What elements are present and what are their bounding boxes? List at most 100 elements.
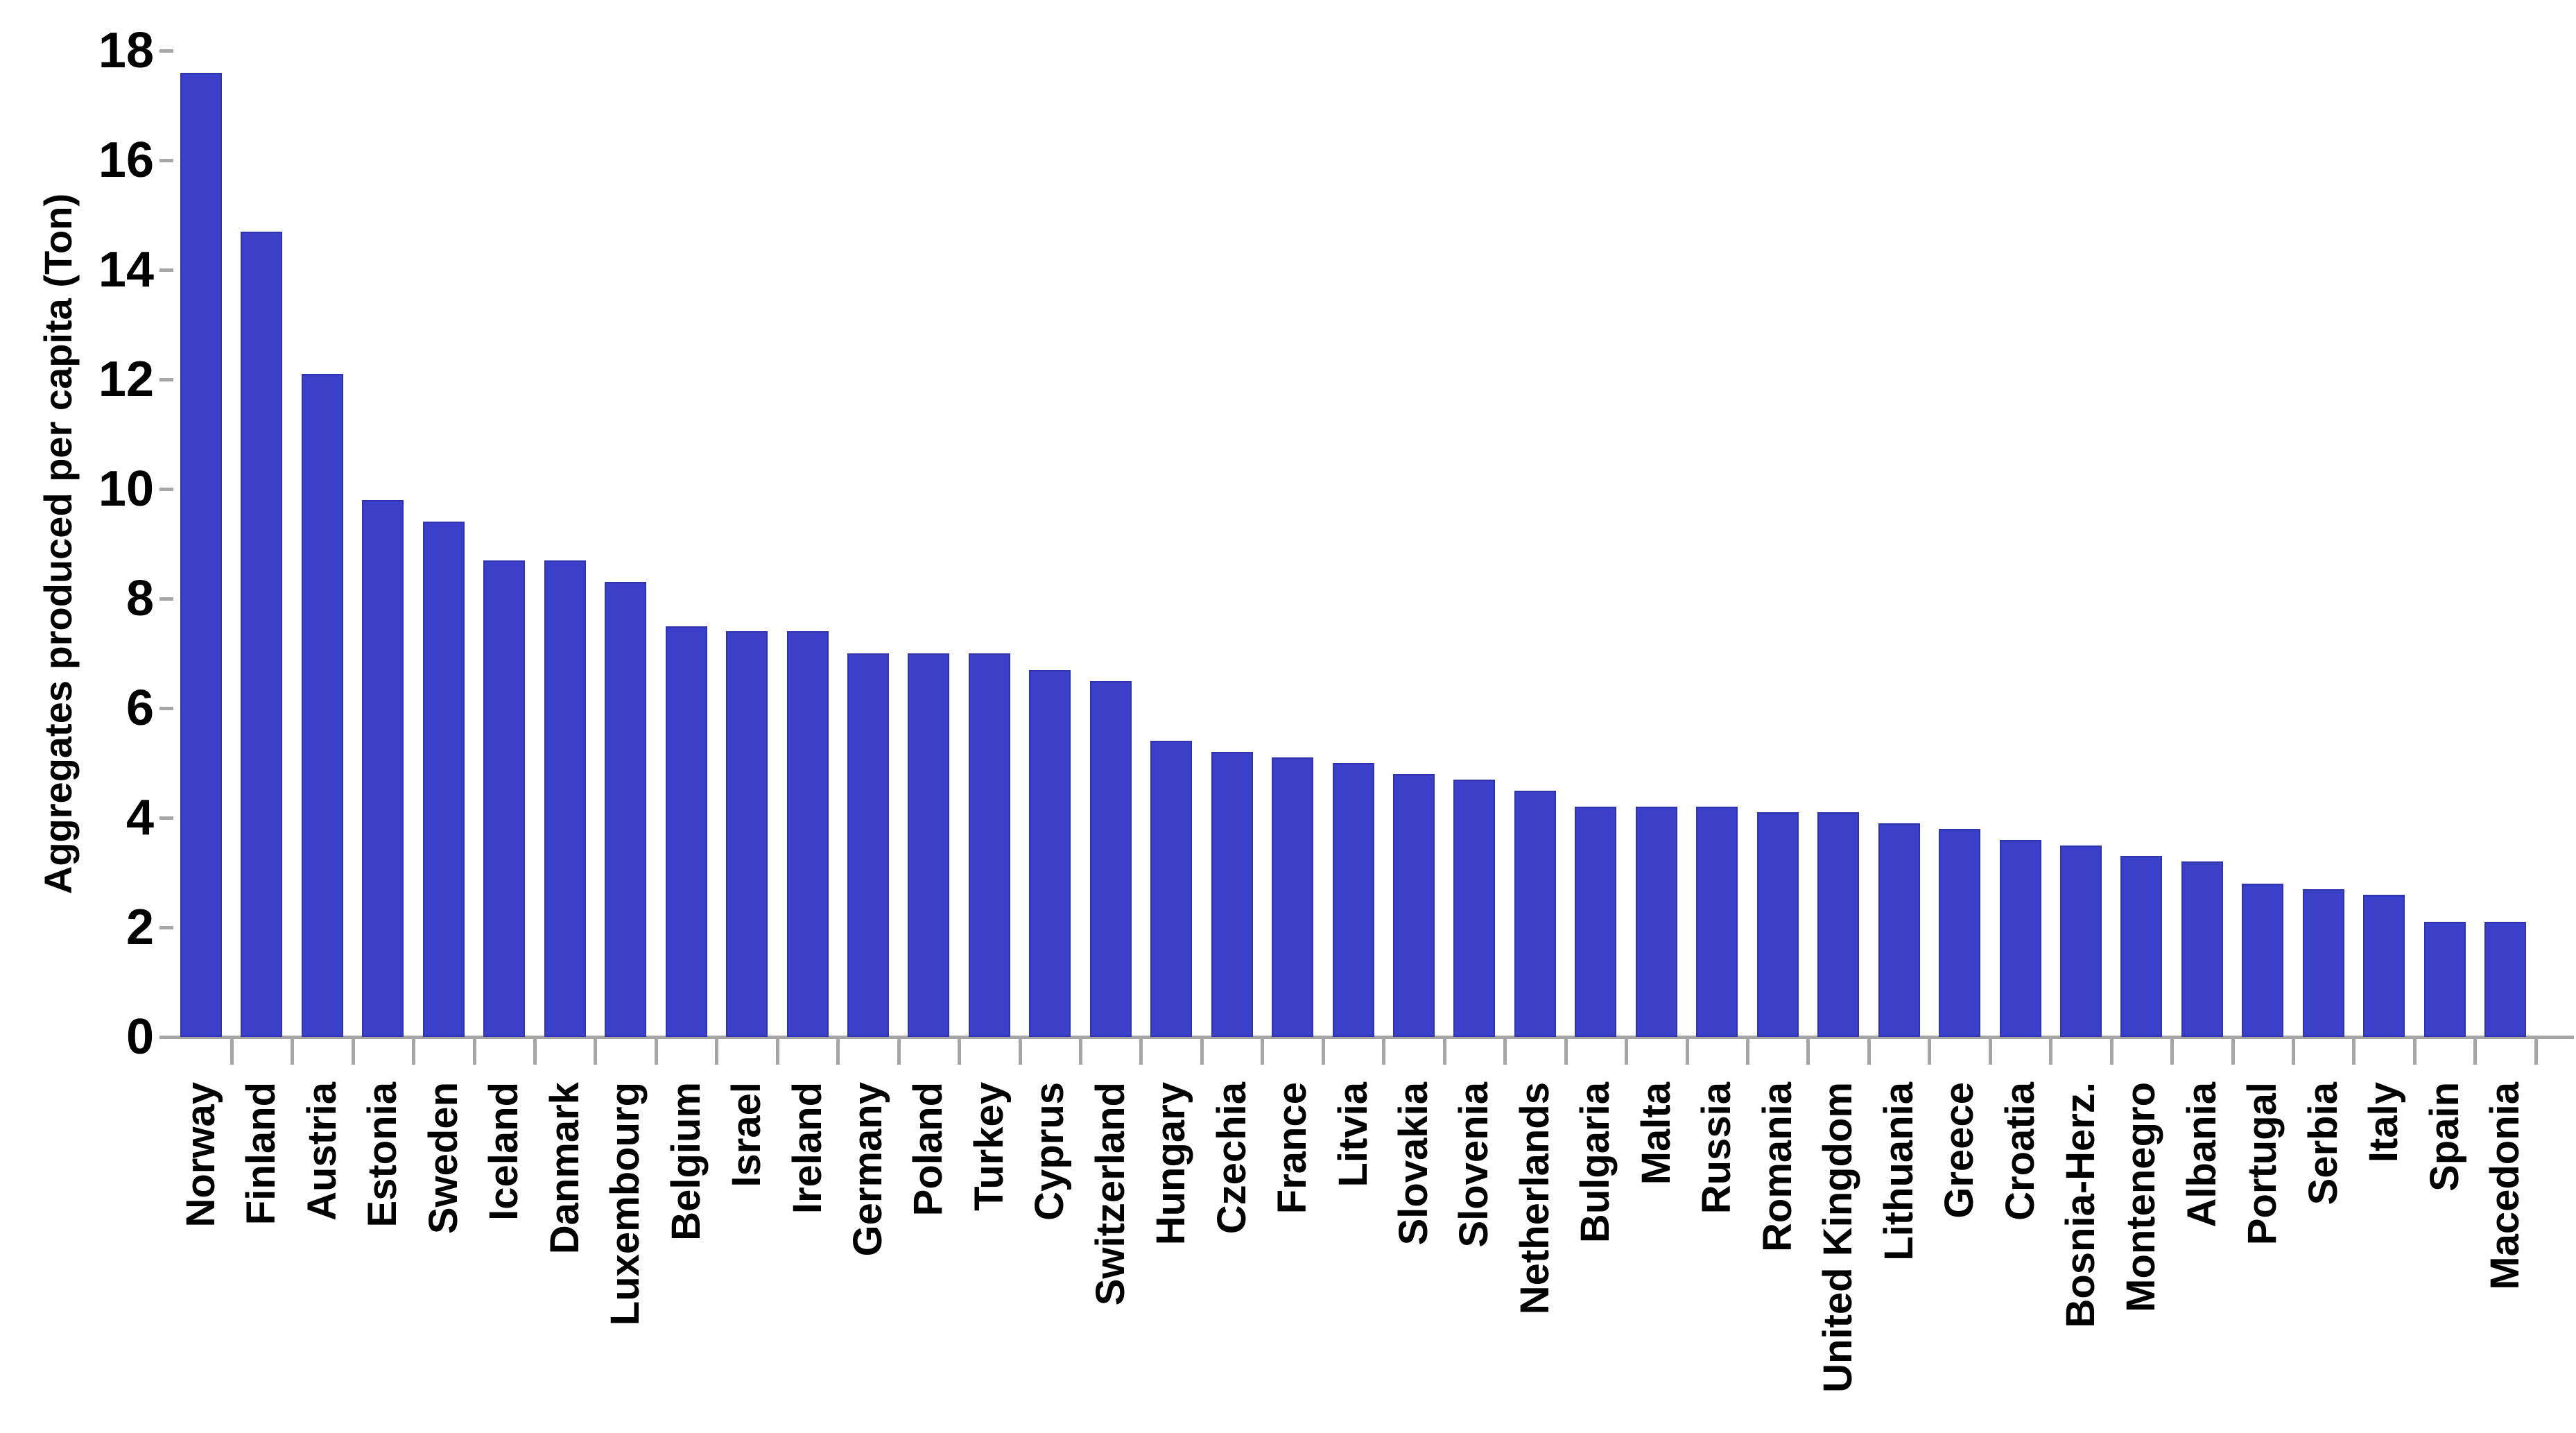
x-tick-mark xyxy=(1018,1038,1022,1065)
bar-danmark xyxy=(544,560,586,1037)
x-tick-mark xyxy=(1564,1038,1568,1065)
x-tick-mark xyxy=(1503,1038,1507,1065)
y-tick-label: 4 xyxy=(126,790,154,846)
x-tick-mark xyxy=(1867,1038,1871,1065)
x-tick-mark xyxy=(2473,1038,2478,1065)
y-tick-label: 0 xyxy=(126,1009,154,1065)
y-tick-mark xyxy=(159,816,173,820)
x-tick-mark xyxy=(715,1038,719,1065)
x-tick-mark xyxy=(2534,1038,2538,1065)
x-tick-mark xyxy=(594,1038,598,1065)
x-tick-label: Cyprus xyxy=(1027,1082,1073,1221)
x-tick-label: Ireland xyxy=(784,1082,830,1215)
x-tick-label: Belgium xyxy=(663,1082,709,1241)
x-tick-label: Hungary xyxy=(1148,1082,1194,1246)
x-tick-mark xyxy=(1139,1038,1143,1065)
x-tick-mark xyxy=(533,1038,537,1065)
bar-malta xyxy=(1635,807,1677,1037)
x-tick-label: Iceland xyxy=(481,1082,527,1221)
x-tick-label: Montenegro xyxy=(2118,1082,2164,1312)
bar-finland xyxy=(241,231,283,1037)
bar-serbia xyxy=(2302,889,2344,1037)
bar-sweden xyxy=(422,522,465,1037)
bar-norway xyxy=(180,72,222,1037)
bar-hungary xyxy=(1150,741,1193,1037)
x-tick-mark xyxy=(291,1038,295,1065)
y-tick-mark xyxy=(159,597,173,601)
x-tick-label: Malta xyxy=(1633,1082,1679,1185)
x-tick-mark xyxy=(1806,1038,1810,1065)
bar-luxembourg xyxy=(605,582,647,1037)
bar-slovenia xyxy=(1453,779,1496,1037)
x-tick-label: Israel xyxy=(724,1082,770,1187)
x-tick-label: Poland xyxy=(906,1082,951,1217)
x-tick-label: Slovenia xyxy=(1451,1082,1497,1248)
x-tick-label: Norway xyxy=(178,1082,223,1228)
bar-israel xyxy=(726,631,768,1037)
x-tick-mark xyxy=(351,1038,355,1065)
x-tick-label: Danmark xyxy=(542,1082,587,1255)
bar-croatia xyxy=(1999,839,2041,1037)
x-tick-label: Turkey xyxy=(966,1082,1012,1211)
x-axis-line xyxy=(171,1036,2574,1039)
bar-slovakia xyxy=(1393,773,1435,1037)
y-tick-mark xyxy=(159,1036,173,1039)
bar-turkey xyxy=(968,653,1010,1037)
x-tick-label: Austria xyxy=(299,1082,345,1221)
bar-spain xyxy=(2423,922,2466,1037)
y-tick-mark xyxy=(159,707,173,710)
bar-greece xyxy=(1939,828,1981,1037)
x-tick-mark xyxy=(1200,1038,1204,1065)
bar-france xyxy=(1272,757,1314,1037)
bar-austria xyxy=(301,374,343,1037)
bar-russia xyxy=(1696,807,1738,1037)
x-tick-label: Czechia xyxy=(1209,1082,1254,1235)
x-tick-label: Netherlands xyxy=(1512,1082,1557,1315)
bar-albania xyxy=(2181,861,2223,1037)
y-tick-mark xyxy=(159,378,173,381)
x-tick-mark xyxy=(1442,1038,1446,1065)
bar-lithuania xyxy=(1878,823,1920,1037)
x-tick-mark xyxy=(472,1038,476,1065)
x-tick-mark xyxy=(1928,1038,1932,1065)
y-tick-label: 10 xyxy=(98,461,154,517)
x-tick-label: Greece xyxy=(1937,1082,1982,1219)
x-tick-label: Albania xyxy=(2179,1082,2224,1228)
bar-macedonia xyxy=(2484,922,2527,1037)
x-tick-mark xyxy=(1625,1038,1629,1065)
bar-ireland xyxy=(786,631,829,1037)
y-tick-mark xyxy=(159,926,173,929)
x-tick-label: Spain xyxy=(2421,1082,2467,1192)
x-tick-label: Lithuania xyxy=(1876,1082,1921,1261)
bar-germany xyxy=(847,653,889,1037)
bar-romania xyxy=(1756,812,1799,1037)
bar-iceland xyxy=(483,560,526,1037)
x-tick-mark xyxy=(2109,1038,2113,1065)
x-tick-mark xyxy=(1261,1038,1265,1065)
x-tick-label: Litvia xyxy=(1330,1082,1376,1187)
x-tick-mark xyxy=(897,1038,901,1065)
x-tick-mark xyxy=(412,1038,416,1065)
y-tick-label: 14 xyxy=(98,242,154,298)
x-tick-mark xyxy=(1745,1038,1749,1065)
bar-litvia xyxy=(1332,763,1374,1037)
y-tick-label: 18 xyxy=(98,23,154,78)
x-tick-label: Bosnia-Herz. xyxy=(2057,1082,2103,1328)
x-tick-mark xyxy=(958,1038,962,1065)
x-tick-label: Croatia xyxy=(1997,1082,2043,1221)
x-tick-label: Finland xyxy=(239,1082,284,1226)
x-tick-label: Luxembourg xyxy=(603,1082,648,1326)
bar-czechia xyxy=(1211,752,1253,1037)
y-tick-mark xyxy=(159,49,173,53)
x-tick-label: Portugal xyxy=(2240,1082,2285,1246)
x-tick-mark xyxy=(1685,1038,1689,1065)
x-tick-label: Sweden xyxy=(420,1082,466,1235)
x-tick-mark xyxy=(775,1038,779,1065)
x-tick-mark xyxy=(1988,1038,1992,1065)
bar-italy xyxy=(2363,894,2405,1037)
x-tick-label: Romania xyxy=(1754,1082,1800,1252)
x-tick-mark xyxy=(2049,1038,2053,1065)
x-tick-mark xyxy=(654,1038,658,1065)
y-tick-label: 6 xyxy=(126,680,154,736)
